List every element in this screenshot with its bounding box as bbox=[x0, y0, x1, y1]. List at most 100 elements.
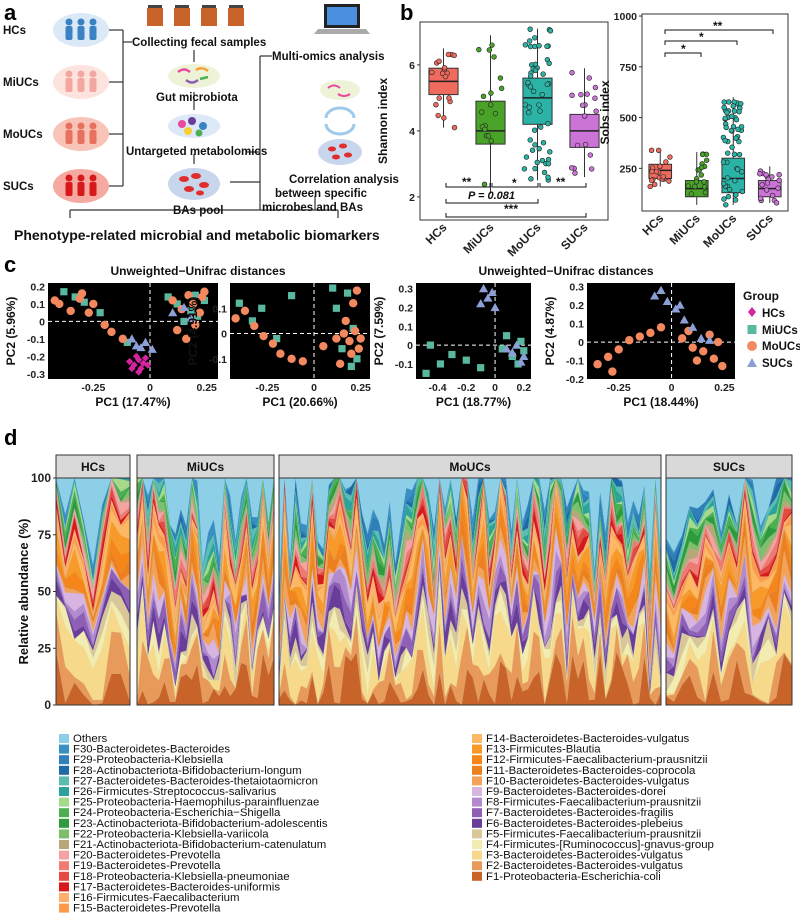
jitter-point bbox=[730, 123, 737, 130]
jitter-point bbox=[534, 159, 540, 166]
facet-strip-label: MoUCs bbox=[449, 460, 491, 474]
point-marker bbox=[144, 361, 152, 369]
legend-moucs-label: MoUCs bbox=[762, 341, 800, 353]
point-marker bbox=[688, 322, 698, 331]
legend-swatch bbox=[59, 734, 69, 743]
panel-a: a HCs MiUCs bbox=[3, 0, 399, 243]
area-layer bbox=[666, 478, 792, 574]
legend-swatch bbox=[59, 787, 69, 796]
jitter-point bbox=[546, 60, 552, 67]
jitter-point bbox=[722, 137, 728, 144]
area-layer bbox=[666, 516, 792, 651]
x-tick-label: 0 bbox=[147, 382, 153, 394]
ba-pool-icon bbox=[168, 168, 220, 200]
jitter-point bbox=[574, 142, 581, 149]
area-layer bbox=[666, 478, 792, 596]
group-hcs-node: HCs bbox=[3, 13, 109, 47]
legend-swatch bbox=[472, 776, 482, 786]
legend-swatch bbox=[59, 861, 69, 871]
area-layer bbox=[137, 522, 274, 658]
x-tick-label: 0.25 bbox=[714, 382, 735, 394]
jitter-point bbox=[544, 43, 550, 50]
jitter-point bbox=[489, 42, 495, 48]
area-layer bbox=[666, 495, 792, 617]
area-layer bbox=[279, 651, 661, 705]
jitter-point bbox=[498, 85, 505, 92]
point-marker bbox=[350, 326, 360, 336]
area-layer bbox=[666, 601, 792, 704]
jitter-point bbox=[485, 133, 492, 139]
legend-miucs-marker bbox=[747, 325, 757, 334]
jitter-point bbox=[545, 174, 551, 180]
pcoa-plot-2: -0.25 0 0.25 -0.1 0 0.1 PC1 (20.66%) PC2 (4.91%… bbox=[186, 283, 371, 409]
point-marker bbox=[679, 315, 689, 324]
area-layer bbox=[279, 615, 661, 705]
y-tick-label: -0.1 bbox=[566, 356, 584, 368]
jitter-point bbox=[491, 54, 497, 60]
jitter-point bbox=[699, 151, 706, 158]
jitter-point bbox=[481, 181, 488, 188]
facet-frame bbox=[278, 477, 662, 706]
point-marker bbox=[520, 347, 528, 355]
jitter-point bbox=[525, 79, 531, 86]
point-marker bbox=[339, 329, 349, 338]
point-marker bbox=[478, 284, 489, 293]
jitter-point bbox=[536, 102, 542, 108]
jitter-point bbox=[526, 109, 532, 116]
y-tick-label: -0.3 bbox=[27, 369, 45, 381]
point-marker bbox=[128, 364, 136, 373]
jitter-point bbox=[732, 178, 738, 184]
point-marker bbox=[71, 293, 79, 301]
point-marker bbox=[332, 304, 340, 312]
point-marker bbox=[490, 302, 500, 312]
jitter-point bbox=[540, 71, 546, 77]
y-tick-label: 25 bbox=[38, 641, 52, 655]
point-marker bbox=[656, 285, 666, 294]
legend-label: F9-Bacteroidetes-Bacteroides-dorei bbox=[486, 786, 666, 798]
legend-swatch bbox=[59, 797, 69, 807]
y-axis-title: PC2 (4.87%) bbox=[543, 297, 557, 366]
ba-drops-icon bbox=[179, 173, 209, 196]
point-marker bbox=[259, 331, 268, 341]
point-marker bbox=[517, 337, 525, 345]
point-marker bbox=[329, 284, 337, 292]
jitter-point bbox=[663, 159, 669, 165]
point-marker bbox=[77, 289, 87, 298]
legend-label: F4-Firmicutes-[Ruminococcus]-gnavus-grou… bbox=[486, 839, 714, 851]
jitter-point bbox=[544, 81, 550, 88]
jitter-point bbox=[592, 95, 598, 101]
jitter-point bbox=[652, 181, 658, 188]
area-layer bbox=[56, 563, 130, 636]
point-marker bbox=[184, 291, 193, 300]
jitter-point bbox=[547, 149, 553, 155]
y-tick-label: 0.1 bbox=[569, 319, 584, 331]
jitter-point bbox=[582, 141, 589, 148]
ba-drops-small-icon bbox=[328, 143, 352, 160]
jitter-point bbox=[769, 192, 776, 199]
sig-hcs-sucs: *** bbox=[504, 202, 518, 216]
jitter-point bbox=[531, 127, 538, 133]
jitter-point bbox=[441, 115, 447, 121]
jitter-point bbox=[776, 172, 782, 178]
area-layer bbox=[56, 486, 130, 604]
legend-title: Group bbox=[743, 289, 779, 303]
point-marker bbox=[240, 306, 250, 315]
sig-miucs-moucs: * bbox=[512, 176, 517, 190]
x-tick-label: -0.4 bbox=[429, 382, 447, 394]
y-axis-title: PC2 (7.59%) bbox=[372, 297, 386, 366]
legend-swatch bbox=[472, 755, 482, 765]
y-axis-title: Sobs index bbox=[598, 80, 612, 144]
area-layer bbox=[56, 478, 130, 587]
legend-label: F15-Bacteroidetes-Prevotella bbox=[73, 903, 221, 915]
legend-label: F22-Proteobacteria-Klebsiella-variicola bbox=[73, 828, 269, 840]
jitter-point bbox=[532, 67, 539, 74]
area-layer bbox=[666, 554, 792, 667]
point-marker bbox=[502, 332, 511, 340]
point-marker bbox=[273, 334, 281, 343]
jitter-point bbox=[724, 109, 730, 116]
legend-label: F24-Proteobacteria-Escherichia−Shigella bbox=[73, 807, 281, 819]
legend-label: F25-Proteobacteria-Haemophilus-parainflu… bbox=[73, 797, 319, 809]
jitter-point bbox=[536, 145, 542, 152]
